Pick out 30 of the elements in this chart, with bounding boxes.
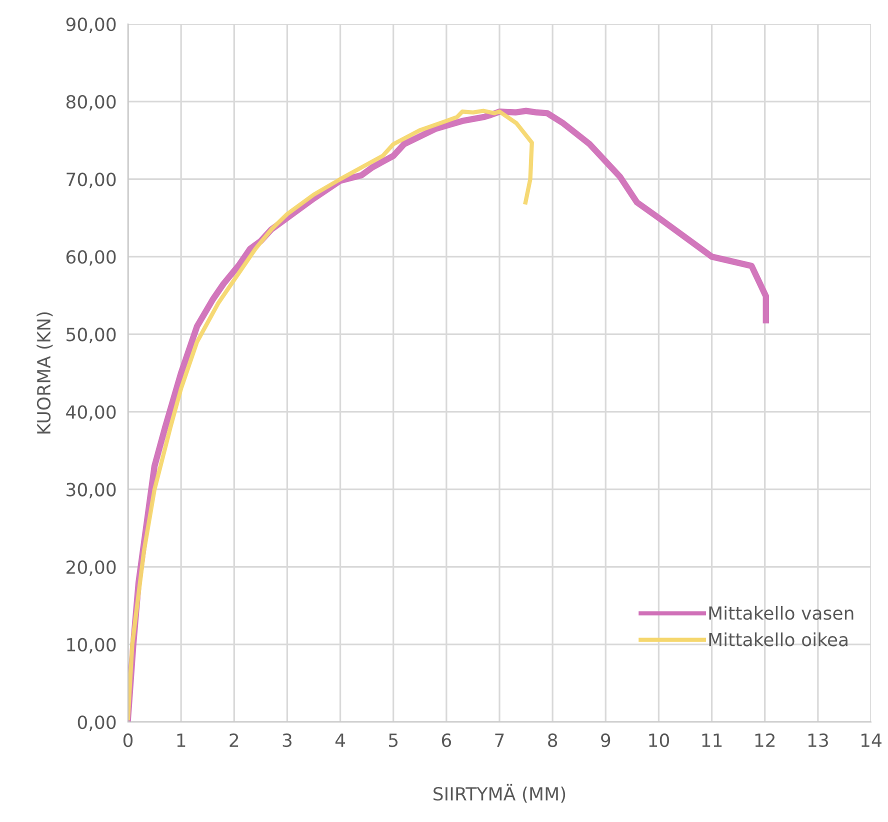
y-tick-label: 60,00 <box>66 250 116 266</box>
y-tick-label: 90,00 <box>66 17 116 33</box>
y-tick-label: 70,00 <box>66 172 116 188</box>
x-tick-label: 13 <box>808 733 828 748</box>
x-tick-label: 14 <box>861 734 882 747</box>
y-tick-label: 0,00 <box>78 715 116 731</box>
x-tick-label: 9 <box>601 733 610 748</box>
y-tick-label: 50,00 <box>66 328 116 344</box>
x-tick-label: 0 <box>123 733 133 748</box>
x-tick-label: 4 <box>335 734 346 747</box>
x-tick-label: 10 <box>649 733 670 748</box>
x-tick-label: 2 <box>230 733 238 747</box>
legend-label: Mittakello vasen <box>709 606 854 620</box>
x-tick-label: 7 <box>495 734 504 747</box>
x-tick-label: 11 <box>702 734 722 747</box>
x-tick-label: 12 <box>755 733 775 747</box>
x-tick-label: 8 <box>548 733 558 748</box>
x-tick-label: 5 <box>389 734 398 748</box>
y-axis-title: KUORMA (KN) <box>36 312 53 434</box>
y-tick-label: 40,00 <box>66 405 116 421</box>
line-series <box>128 108 534 720</box>
y-tick-label: 80,00 <box>66 95 116 111</box>
x-tick-label: 1 <box>177 734 186 747</box>
y-tick-label: 20,00 <box>66 560 116 576</box>
x-tick-label: 6 <box>442 733 452 748</box>
x-tick-label: 3 <box>282 733 292 748</box>
y-tick-label: 30,00 <box>66 482 116 498</box>
legend-label: Mittakello oikea <box>709 632 848 646</box>
x-axis-title: SIIRTYMÄ (MM) <box>434 784 566 803</box>
y-tick-label: 10,00 <box>67 638 116 654</box>
